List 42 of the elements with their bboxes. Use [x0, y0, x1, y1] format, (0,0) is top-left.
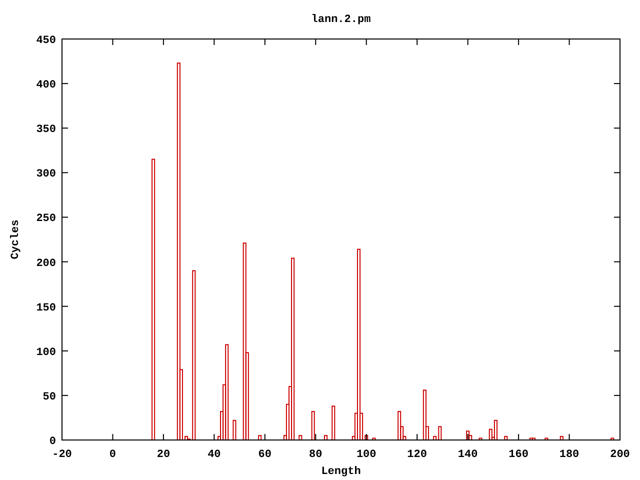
bar — [176, 62, 180, 440]
y-tick-label: 350 — [36, 124, 56, 136]
bar — [504, 436, 508, 440]
x-axis-title: Length — [321, 466, 361, 478]
y-tick-label: 400 — [36, 80, 56, 92]
bar — [356, 248, 361, 440]
x-tick-label: 200 — [610, 449, 630, 461]
y-tick-label: 200 — [36, 258, 56, 270]
bar — [466, 430, 470, 440]
y-tick-label: 0 — [49, 436, 56, 448]
x-tick-label: 40 — [208, 449, 221, 461]
bar — [332, 406, 336, 440]
chart-title: lann.2.pm — [311, 14, 372, 26]
y-axis-title: Cycles — [10, 220, 22, 260]
bar — [311, 410, 315, 440]
y-tick-label: 100 — [36, 346, 56, 359]
x-tick-label: 100 — [356, 449, 376, 461]
bar — [324, 435, 328, 440]
x-tick-label: 160 — [508, 449, 528, 461]
x-tick-label: 20 — [156, 449, 170, 461]
x-tick-label: 140 — [458, 449, 478, 461]
bar — [152, 158, 156, 440]
y-tick-label: 50 — [42, 391, 56, 404]
bar — [560, 436, 564, 440]
bar — [225, 344, 229, 440]
x-tick-label: 80 — [309, 449, 322, 461]
bar — [398, 410, 402, 440]
x-tick-label: 180 — [559, 449, 580, 461]
bar — [242, 242, 246, 440]
y-tick-label: 250 — [36, 213, 56, 226]
x-tick-label: 60 — [258, 449, 272, 461]
y-tick-label: 150 — [36, 302, 56, 314]
y-tick-label: 450 — [36, 35, 56, 47]
bar — [298, 435, 302, 440]
bar — [422, 390, 426, 440]
x-tick-label: -20 — [52, 449, 72, 461]
x-tick-label: 0 — [109, 449, 116, 461]
bar — [258, 435, 262, 440]
bar — [232, 420, 236, 440]
bar — [291, 258, 295, 440]
y-tick-label: 300 — [36, 168, 56, 181]
x-tick-label: 120 — [407, 449, 427, 461]
